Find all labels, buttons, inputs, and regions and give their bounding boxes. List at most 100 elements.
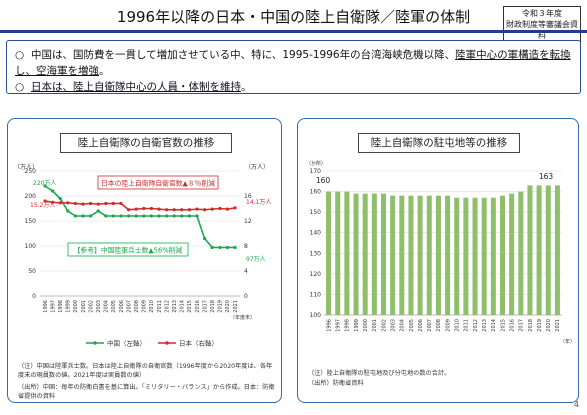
left-y-tick: 0	[32, 293, 36, 300]
japan-data-point	[157, 207, 161, 211]
japan-series-line	[44, 200, 236, 211]
bar-x-tick: 2017	[519, 319, 525, 332]
bar-y-tick: 170	[310, 168, 322, 175]
bar-y-tick: 130	[310, 250, 322, 257]
bar-x-tick: 2020	[546, 319, 552, 332]
left-y-tick: 250	[25, 168, 37, 175]
japan-data-point	[210, 207, 214, 211]
right-y-tick: 12	[244, 218, 252, 225]
left-x-tick: 2002	[88, 300, 94, 313]
garrison-bar	[371, 193, 377, 315]
china-data-point	[111, 214, 115, 218]
bar-x-tick: 2003	[390, 319, 396, 332]
right-y-tick: 16	[244, 193, 252, 200]
document-badge: 令和３年度 財政制度等審議会資料	[503, 6, 581, 43]
garrison-bar	[390, 195, 396, 315]
bar-y-tick: 120	[310, 271, 322, 278]
left-axis-unit: （万人）	[14, 164, 38, 171]
left-x-tick: 2019	[218, 300, 224, 313]
left-chart-panel: 陸上自衛隊の自衛官数の推移 （万人） （万人） （年度末） 0 50 100 150 2…	[7, 118, 282, 403]
garrison-bar	[481, 197, 487, 315]
china-data-point	[119, 214, 123, 218]
china-data-point	[195, 214, 199, 218]
left-x-tick: 2015	[187, 300, 193, 313]
japan-data-point	[218, 206, 222, 211]
japan-data-point	[225, 207, 229, 211]
china-data-point	[142, 214, 146, 218]
right-chart-title: 陸上自衛隊の駐屯地等の推移	[358, 133, 520, 153]
left-x-tick: 1998	[58, 300, 64, 313]
china-data-point	[81, 214, 85, 218]
garrison-bar	[417, 195, 423, 315]
china-data-point	[127, 214, 131, 218]
japan-data-point	[172, 208, 176, 212]
right-note-1: （注）陸上自衛隊の駐屯地及び分屯地の数の合計。	[308, 370, 451, 377]
bar-x-tick: 2012	[473, 319, 479, 332]
japan-data-point	[104, 201, 108, 206]
left-x-tick: 1999	[66, 300, 72, 313]
japan-data-point	[127, 208, 131, 212]
bar-x-tick: 2015	[500, 319, 506, 332]
garrison-bar	[326, 191, 332, 315]
bullet-2: ○ 日本は、陸上自衛隊中心の人員・体制を維持。	[15, 79, 572, 95]
china-data-point	[104, 214, 108, 218]
china-data-point	[157, 214, 161, 218]
bar-year-unit: （年）	[560, 338, 575, 345]
summary-box: ○ 中国は、国防費を一貫して増加させている中、特に、1995-1996年の台湾海峡…	[6, 40, 581, 94]
garrison-bar	[454, 197, 460, 315]
garrison-bar	[472, 197, 478, 315]
china-data-point	[210, 245, 214, 250]
china-data-point	[218, 245, 222, 250]
bar-x-tick: 2007	[427, 319, 433, 332]
left-x-tick: 2011	[157, 300, 163, 313]
china-data-point	[203, 236, 207, 241]
garrison-bar	[362, 193, 368, 315]
bar-axis-unit: （か所）	[306, 160, 326, 167]
bullet-2-symbol: ○	[15, 81, 25, 93]
personnel-line-chart: （万人） （万人） （年度末） 0 50 100 150 200 250 0 4 8 12 16 1…	[14, 164, 271, 348]
bar-x-tick: 2010	[455, 319, 461, 332]
bar-x-tick: 2016	[509, 319, 515, 332]
china-data-point	[43, 184, 47, 188]
left-x-tick: 2008	[134, 300, 140, 313]
japan-data-point	[51, 200, 55, 204]
bar-x-tick: 2018	[528, 319, 534, 332]
left-x-tick: 2006	[119, 300, 125, 313]
left-y-tick: 200	[25, 193, 37, 200]
bar-x-tick: 2014	[491, 319, 497, 332]
china-start-label: 220万人	[33, 180, 56, 187]
left-x-tick: 2021	[233, 300, 239, 313]
japan-data-point	[149, 206, 153, 211]
china-data-point	[172, 214, 176, 218]
left-x-tick: 2000	[73, 300, 79, 313]
legend-japan-label: 日本（右軸）	[179, 339, 218, 348]
china-data-point	[89, 214, 93, 218]
china-data-point	[165, 214, 169, 218]
left-x-tick: 2010	[149, 300, 155, 313]
bar-x-tick: 2006	[418, 319, 424, 332]
china-data-point	[51, 189, 55, 193]
garrison-bar	[335, 191, 341, 315]
garrison-bar	[545, 185, 551, 315]
bar-start-label: 160	[316, 176, 331, 185]
garrison-bar	[445, 195, 451, 315]
japan-data-point	[96, 202, 100, 206]
bullet-1-pre: 中国は、国防費を一貫して増加させている中、特に、1995-1996年の台湾海峡危…	[31, 49, 456, 61]
japan-start-label: 15.2万人	[30, 202, 55, 209]
left-x-tick: 1997	[50, 300, 56, 313]
left-x-tick: 2001	[81, 300, 87, 313]
right-note-2: （出所）防衛省資料	[308, 380, 364, 387]
garrison-bar	[344, 191, 350, 315]
japan-data-point	[165, 208, 169, 212]
china-data-point	[134, 214, 138, 218]
bullet-1: ○ 中国は、国防費を一貫して増加させている中、特に、1995-1996年の台湾海峡…	[15, 47, 572, 79]
bar-y-tick: 140	[310, 230, 322, 237]
right-y-tick: 0	[244, 293, 248, 300]
left-x-tick: 2005	[111, 300, 117, 313]
left-note-2: （出所）中国：毎年の防衛白書を基に算出。「ミリタリー・バランス」から作成。日本：…	[18, 384, 275, 400]
japan-data-point	[81, 202, 85, 206]
garrison-bar	[554, 185, 560, 315]
japan-data-point	[58, 201, 62, 205]
bar-y-tick: 100	[310, 312, 322, 319]
